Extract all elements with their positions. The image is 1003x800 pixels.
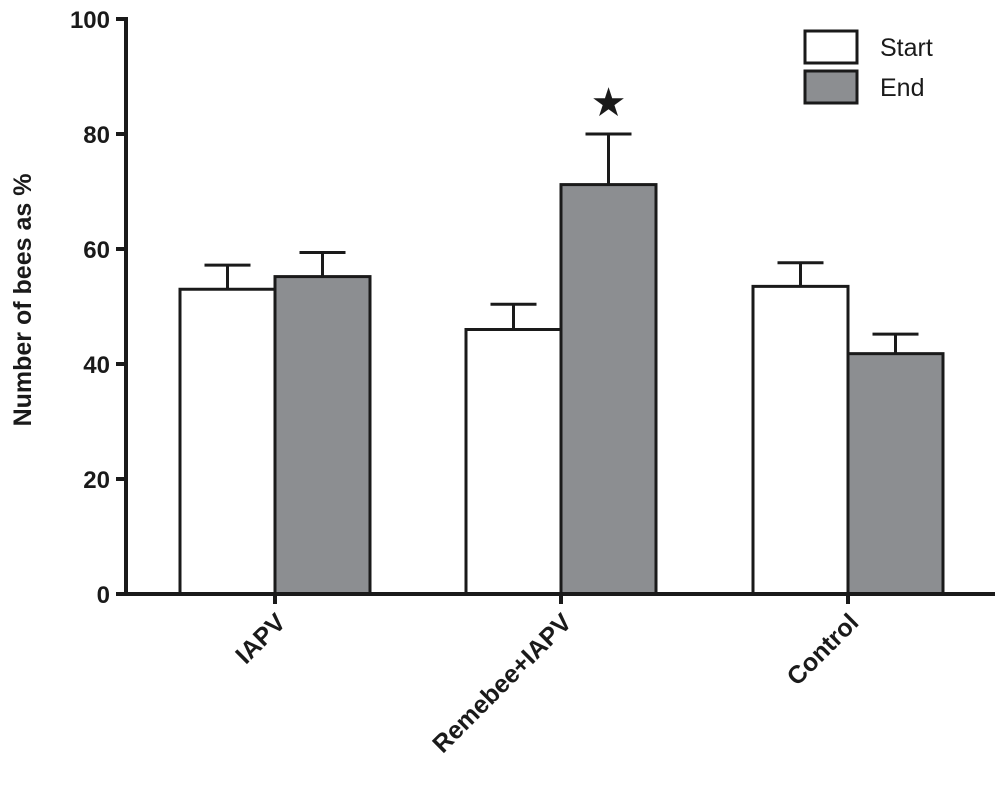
y-tick-label: 20	[83, 467, 110, 494]
bar-start	[751, 284, 850, 596]
bar-end	[846, 352, 945, 596]
significance-star-icon: ★	[591, 81, 627, 125]
legend-label-start: Start	[880, 34, 933, 62]
bar-start	[178, 287, 277, 596]
legend-label-end: End	[880, 74, 924, 102]
legend-swatch-start	[803, 29, 859, 65]
bar-end	[273, 275, 372, 596]
legend: Start End	[803, 29, 933, 105]
x-category-label: Remebee+IAPV	[427, 608, 577, 758]
y-axis-title: Number of bees as %	[9, 174, 37, 427]
y-tick-label: 80	[83, 122, 110, 149]
y-tick-label: 100	[70, 7, 110, 34]
bar-end	[559, 183, 658, 596]
x-category-label: IAPV	[230, 608, 291, 669]
bars	[178, 132, 945, 596]
y-tick-label: 60	[83, 237, 110, 264]
x-axis: IAPV Remebee+IAPV Control	[124, 592, 995, 758]
annotations: ★	[591, 81, 627, 125]
y-tick-label: 0	[97, 582, 110, 609]
bar-start	[464, 328, 563, 596]
y-axis: 0 20 40 60 80 100	[70, 7, 128, 609]
legend-swatch-end	[803, 69, 859, 105]
y-tick-label: 40	[83, 352, 110, 379]
x-category-label: Control	[782, 608, 865, 691]
